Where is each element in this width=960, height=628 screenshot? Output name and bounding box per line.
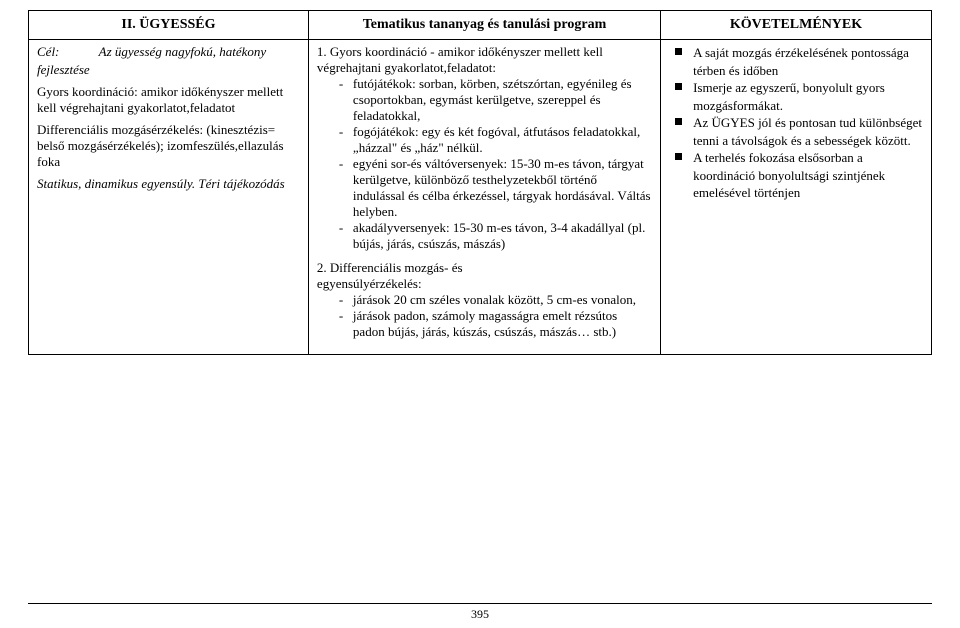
content-item-2: 2. Differenciális mozgás- és egyensúlyér… xyxy=(317,260,652,340)
requirements-list: A saját mozgás érzékelésének pontossága … xyxy=(669,44,923,202)
table-body-row: Cél: Az ügyesség nagyfokú, hatékony fejl… xyxy=(29,40,932,355)
left-p3: Statikus, dinamikus egyensúly. Téri tájé… xyxy=(37,176,300,192)
header-col3: KÖVETELMÉNYEK xyxy=(661,11,932,40)
square-item: A saját mozgás érzékelésének pontossága … xyxy=(675,44,923,79)
left-p2: Differenciális mozgásérzékelés: (kineszt… xyxy=(37,122,300,170)
dash-item: akadályversenyek: 15-30 m-es távon, 3-4 … xyxy=(339,220,652,252)
header-col2: Tematikus tananyag és tanulási program xyxy=(308,11,660,40)
content-list: 1. Gyors koordináció - amikor időkénysze… xyxy=(317,44,652,340)
content-item-1: 1. Gyors koordináció - amikor időkénysze… xyxy=(317,44,652,252)
goal-cell: Cél: Az ügyesség nagyfokú, hatékony fejl… xyxy=(29,40,309,355)
curriculum-table: II. ÜGYESSÉG Tematikus tananyag és tanul… xyxy=(28,10,932,355)
dash-item: járások 20 cm széles vonalak között, 5 c… xyxy=(339,292,652,308)
header-col1: II. ÜGYESSÉG xyxy=(29,11,309,40)
goal-label: Cél: xyxy=(37,44,59,59)
left-p1: Gyors koordináció: amikor időkényszer me… xyxy=(37,84,300,116)
content-item-1-bullets: futójátékok: sorban, körben, szétszórtan… xyxy=(317,76,652,252)
table-header-row: II. ÜGYESSÉG Tematikus tananyag és tanul… xyxy=(29,11,932,40)
footer-line xyxy=(28,603,932,604)
goal-text: Az ügyesség nagyfokú, hatékony xyxy=(99,44,267,59)
page-number: 395 xyxy=(471,607,489,621)
content-item-1-title: 1. Gyors koordináció - amikor időkénysze… xyxy=(317,44,652,76)
content-item-2-title-b: egyensúlyérzékelés: xyxy=(317,276,652,292)
dash-item: futójátékok: sorban, körben, szétszórtan… xyxy=(339,76,652,124)
square-item: Az ÜGYES jól és pontosan tud különbséget… xyxy=(675,114,923,149)
dash-item: egyéni sor-és váltóversenyek: 15-30 m-es… xyxy=(339,156,652,220)
content-item-2-title-a: 2. Differenciális mozgás- és xyxy=(317,260,652,276)
square-item: A terhelés fokozása elsősorban a koordin… xyxy=(675,149,923,202)
square-item: Ismerje az egyszerű, bonyolult gyors moz… xyxy=(675,79,923,114)
page-footer: 395 xyxy=(0,603,960,622)
content-item-2-bullets: járások 20 cm széles vonalak között, 5 c… xyxy=(317,292,652,340)
content-cell: 1. Gyors koordináció - amikor időkénysze… xyxy=(308,40,660,355)
goal-line2: fejlesztése xyxy=(37,62,300,78)
goal-line1: Cél: Az ügyesség nagyfokú, hatékony xyxy=(37,44,300,60)
dash-item: járások padon, számoly magasságra emelt … xyxy=(339,308,652,340)
requirements-cell: A saját mozgás érzékelésének pontossága … xyxy=(661,40,932,355)
dash-item: fogójátékok: egy és két fogóval, átfutás… xyxy=(339,124,652,156)
